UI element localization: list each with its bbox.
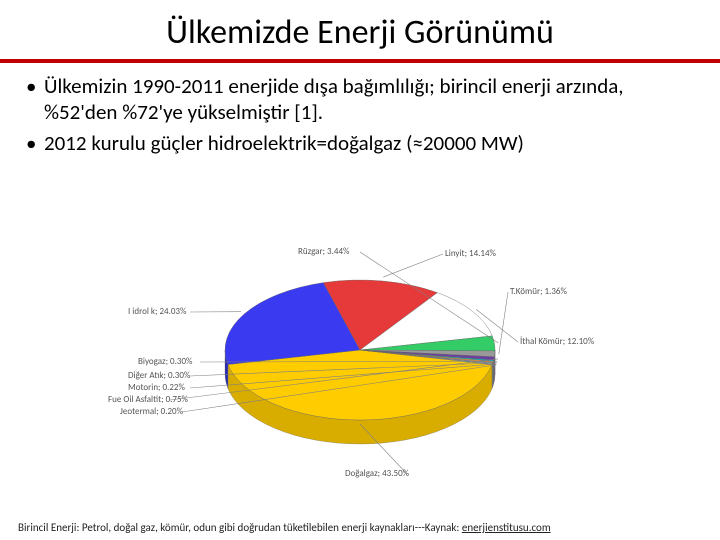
pie-slice-label: Motorin; 0.22% bbox=[128, 382, 185, 393]
pie-slice-label: T.Kömür; 1.36% bbox=[510, 286, 567, 297]
pie-slice-label: Doğalgaz; 43.50% bbox=[345, 468, 410, 479]
pie-chart: Doğalgaz; 43.50% I idrol k; 24.03% Linyit;… bbox=[0, 200, 720, 495]
pie-slice-label: Jeotermal; 0.20% bbox=[120, 406, 184, 417]
pie-slice-label: Fue Oil Asfaltit; 0.75% bbox=[108, 394, 189, 405]
pie-slice-label: I idrol k; 24.03% bbox=[128, 306, 187, 317]
pie-slice-label: İthal Kömür; 12.10% bbox=[520, 336, 595, 347]
pie-svg: Doğalgaz; 43.50% I idrol k; 24.03% Linyit;… bbox=[0, 200, 720, 495]
bullet-list: Ülkemizin 1990-2011 enerjide dışa bağıml… bbox=[0, 63, 720, 156]
pie-slice-label: Rüzgar; 3.44% bbox=[298, 246, 350, 257]
bullet-item: 2012 kurulu güçler hidroelektrik=doğalga… bbox=[44, 130, 690, 156]
bullet-item: Ülkemizin 1990-2011 enerjide dışa bağıml… bbox=[44, 73, 690, 126]
footnote: Birincil Enerji: Petrol, doğal gaz, kömü… bbox=[18, 521, 551, 534]
pie-slice-label: Diğer Atık; 0.30% bbox=[128, 370, 191, 381]
slide-title: Ülkemizde Enerji Görünümü bbox=[0, 0, 720, 59]
footnote-text: Birincil Enerji: Petrol, doğal gaz, kömü… bbox=[18, 521, 462, 534]
pie-slice-label: Biyogaz; 0.30% bbox=[138, 356, 193, 367]
slide: Ülkemizde Enerji Görünümü Ülkemizin 1990… bbox=[0, 0, 720, 540]
pie-slice-label: Linyit; 14.14% bbox=[445, 248, 497, 259]
footnote-link[interactable]: enerjienstitusu.com bbox=[462, 521, 551, 534]
